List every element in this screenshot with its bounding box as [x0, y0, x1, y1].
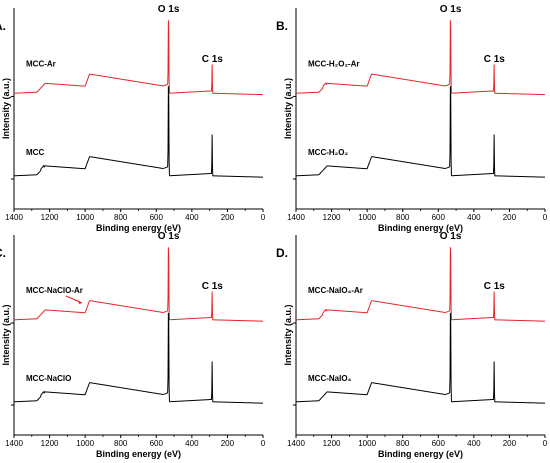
- peak-label: O 1s: [158, 4, 180, 15]
- series-line-MCC-Ar: [13, 20, 264, 96]
- x-tick-label: 1000: [358, 439, 376, 448]
- x-axis-title: Binding energy (eV): [378, 449, 463, 459]
- x-tick-label: 1200: [41, 439, 59, 448]
- y-axis-title: Intensity (a.u.): [1, 304, 11, 365]
- series-label: MCC-H₂O₂: [308, 148, 348, 157]
- x-tick-label: 1200: [323, 439, 341, 448]
- panel-3: 1400 1200 1000 800 600 400 200 0 Binding energy …: [0, 231, 266, 459]
- series-line-MCC-NaClO: [13, 312, 264, 404]
- x-tick-label: 1400: [5, 213, 23, 222]
- x-tick-label: 800: [396, 213, 410, 222]
- x-tick-label: 400: [185, 213, 199, 222]
- series-label: MCC-Ar: [26, 59, 56, 68]
- peak-label: O 1s: [440, 231, 462, 242]
- x-tick-label: 1400: [287, 213, 305, 222]
- y-axis-title: Intensity (a.u.): [283, 78, 293, 139]
- x-tick-label: 1000: [76, 213, 94, 222]
- x-tick-label: 400: [467, 213, 481, 222]
- x-tick-label: 1200: [41, 213, 59, 222]
- x-tick-label: 0: [543, 213, 548, 222]
- x-tick-label: 1000: [76, 439, 94, 448]
- panel-letter: C.: [0, 246, 6, 260]
- peak-label: O 1s: [158, 231, 180, 242]
- series-line-MCC-NaIO4: [295, 312, 546, 404]
- series-label: MCC-NaClO: [26, 374, 71, 383]
- series-line-MCC-NaIO4-Ar: [295, 247, 546, 322]
- x-tick-label: 200: [503, 213, 517, 222]
- panel-letter: B.: [276, 19, 288, 33]
- x-tick-label: 400: [185, 439, 199, 448]
- series-label: MCC-NaClO-Ar: [26, 286, 83, 295]
- panel-2: 1400 1200 1000 800 600 400 200 0 Binding energy …: [276, 4, 548, 233]
- peak-label: C 1s: [202, 54, 224, 65]
- y-axis-title: Intensity (a.u.): [1, 78, 11, 139]
- x-tick-label: 200: [221, 439, 235, 448]
- x-tick-label: 200: [503, 439, 517, 448]
- series-line-MCC-H2O2-Ar: [295, 20, 546, 96]
- panel-letter: A.: [0, 19, 6, 33]
- series-label: MCC-H₂O₂-Ar: [308, 59, 360, 68]
- x-tick-label: 0: [543, 439, 548, 448]
- panel-letter: D.: [276, 246, 288, 260]
- x-tick-label: 1400: [287, 439, 305, 448]
- peak-label: C 1s: [202, 281, 224, 292]
- x-axis-title: Binding energy (eV): [96, 223, 181, 233]
- y-axis-title: Intensity (a.u.): [283, 304, 293, 365]
- x-tick-label: 800: [396, 439, 410, 448]
- series-line-MCC-NaClO-Ar: [13, 247, 264, 322]
- arrow-head: [78, 300, 82, 304]
- x-tick-label: 400: [467, 439, 481, 448]
- series-label: MCC-NaIO₄-Ar: [308, 286, 363, 295]
- x-tick-label: 0: [261, 213, 266, 222]
- x-tick-label: 1400: [5, 439, 23, 448]
- series-label: MCC: [26, 148, 44, 157]
- x-tick-label: 600: [432, 213, 446, 222]
- series-line-MCC-H2O2: [295, 86, 546, 178]
- panel-4: 1400 1200 1000 800 600 400 200 0 Binding energy …: [276, 231, 548, 459]
- x-tick-label: 1000: [358, 213, 376, 222]
- x-tick-label: 200: [221, 213, 235, 222]
- series-label: MCC-NaIO₄: [308, 374, 352, 383]
- x-axis-title: Binding energy (eV): [96, 449, 181, 459]
- x-tick-label: 600: [150, 439, 164, 448]
- x-tick-label: 600: [432, 439, 446, 448]
- x-tick-label: 600: [150, 213, 164, 222]
- peak-label: O 1s: [440, 4, 462, 15]
- x-tick-label: 0: [261, 439, 266, 448]
- x-axis-title: Binding energy (eV): [378, 223, 463, 233]
- peak-label: C 1s: [484, 54, 506, 65]
- series-line-MCC: [13, 86, 264, 178]
- x-tick-label: 1200: [323, 213, 341, 222]
- peak-label: C 1s: [484, 281, 506, 292]
- panel-1: 1400 1200 1000 800 600 400 200 0 Binding energy …: [0, 4, 266, 233]
- x-tick-label: 800: [114, 439, 128, 448]
- x-tick-label: 800: [114, 213, 128, 222]
